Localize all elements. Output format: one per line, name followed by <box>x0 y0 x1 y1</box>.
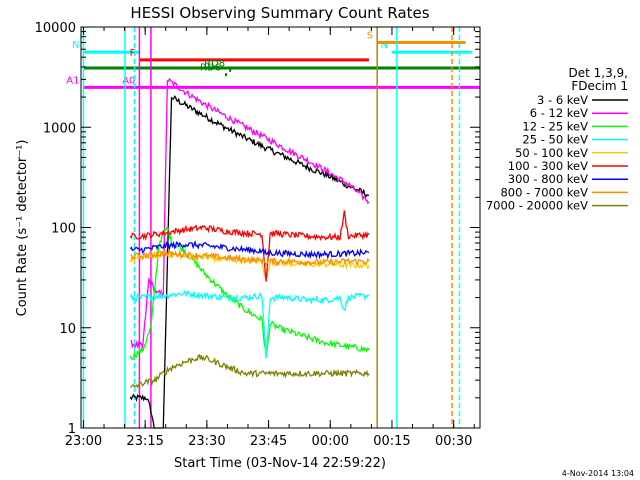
timestamp-label: 4-Nov-2014 13:04 <box>562 469 634 478</box>
flag-label: A1 <box>66 75 79 86</box>
series-line <box>129 239 370 260</box>
flag-label: N <box>72 40 79 51</box>
y-tick-label: 100 <box>51 222 76 237</box>
x-axis-label: Start Time (03-Nov-14 22:59:22) <box>174 456 386 471</box>
y-tick-label: 10 <box>59 322 76 337</box>
x-tick-label: 23:00 <box>65 434 102 449</box>
series-line <box>129 289 370 359</box>
series-line <box>130 248 370 268</box>
legend-label: 50 - 100 keV <box>515 146 588 160</box>
legend-label: 3 - 6 keV <box>537 93 588 107</box>
y-tick-label: 1000 <box>43 121 76 136</box>
flag-label: RD6 <box>200 63 221 74</box>
x-tick-label: 00:15 <box>373 434 410 449</box>
y-axis-label: Count Rate (s⁻¹ detector⁻¹) <box>15 140 30 317</box>
x-tick-label: 23:15 <box>126 434 163 449</box>
flag-label: S <box>367 31 373 42</box>
flag-label: F <box>130 48 136 59</box>
series-line <box>129 225 370 361</box>
flag-label: N <box>380 40 387 51</box>
series-line <box>130 77 370 350</box>
axes: 23:00 23:15 23:30 23:45 00:00 00:15 00:30 1 10 10… <box>35 21 480 449</box>
legend-label: 300 - 800 keV <box>508 172 588 186</box>
x-tick-label: 00:30 <box>435 434 472 449</box>
x-tick-label: 00:00 <box>312 434 349 449</box>
series-lines <box>129 77 370 429</box>
legend-label: 100 - 300 keV <box>508 159 588 173</box>
legend-label: 12 - 25 keV <box>522 119 588 133</box>
y-tick-label: 1 <box>68 422 76 437</box>
chart-title: HESSI Observing Summary Count Rates <box>130 4 429 22</box>
series-line <box>129 95 369 429</box>
legend-label: 25 - 50 keV <box>522 133 588 147</box>
y-tick-label: 10000 <box>35 21 76 36</box>
flag-label: A0 <box>122 75 135 86</box>
flag-label: RD8 <box>204 58 225 69</box>
series-line <box>130 353 370 389</box>
vertical-markers <box>82 27 461 428</box>
x-tick-label: 23:30 <box>188 434 225 449</box>
legend-label: 6 - 12 keV <box>530 106 588 120</box>
legend-label: 7000 - 20000 keV <box>486 199 588 213</box>
legend-header: Det 1,3,9, <box>569 66 629 80</box>
legend-header: FDecim 1 <box>571 79 628 93</box>
series-line <box>129 210 370 282</box>
x-tick-label: 23:45 <box>250 434 287 449</box>
legend-label: 800 - 7000 keV <box>500 185 588 199</box>
